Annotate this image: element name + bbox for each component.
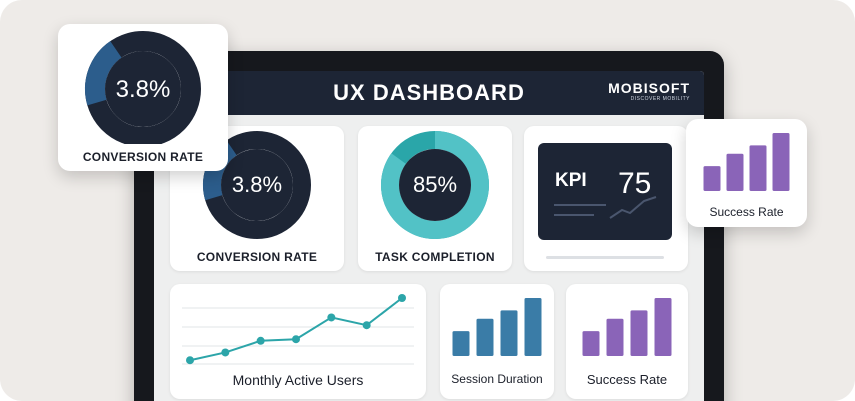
- kpi-decoration: [554, 196, 657, 219]
- task-label: TASK COMPLETION: [375, 250, 495, 264]
- task-center: [399, 149, 471, 221]
- mau-point-2: [221, 348, 230, 357]
- success-bar-4: [654, 298, 672, 356]
- session-bar-3: [500, 310, 518, 356]
- success-title: Success Rate: [586, 372, 668, 387]
- task-value: 85%: [412, 172, 458, 197]
- monthly-active-users-card[interactable]: Monthly Active Users: [170, 284, 426, 399]
- session-bar-1: [452, 331, 470, 356]
- floating-conversion-label: CONVERSION RATE: [82, 150, 204, 164]
- success-bar-chart: [582, 298, 672, 356]
- task-donut: [381, 131, 489, 239]
- conversion-value: 3.8%: [231, 172, 283, 197]
- floating-conversion-center: [105, 51, 181, 127]
- mau-point-3: [256, 336, 265, 345]
- mau-point-6: [362, 321, 371, 330]
- floating-success-title: Success Rate: [709, 205, 784, 219]
- brand-name: MOBISOFT: [608, 80, 690, 96]
- success-bar-3: [630, 310, 648, 356]
- dashboard-screen: UX DASHBOARD MOBISOFT DISCOVER MOBILITY …: [154, 71, 704, 401]
- floating-success-bar-chart: [703, 133, 790, 191]
- mau-point-4: [292, 335, 300, 344]
- mau-line-chart: [182, 294, 414, 365]
- session-bar-2: [476, 318, 494, 356]
- task-arc: [381, 131, 489, 239]
- brand-tagline: DISCOVER MOBILITY: [630, 96, 690, 102]
- floating-success-bar-1: [703, 166, 721, 191]
- kpi-label: KPI: [555, 170, 587, 191]
- kpi-value: 75: [618, 167, 652, 200]
- session-title: Session Duration: [451, 372, 543, 386]
- mau-point-7: [398, 294, 406, 302]
- session-duration-card[interactable]: Session Duration: [440, 284, 554, 399]
- task-completion-card[interactable]: 85% TASK COMPLETION: [358, 126, 512, 271]
- floating-success-bar-2: [726, 153, 744, 191]
- mau-title: Monthly Active Users: [232, 372, 364, 388]
- floating-success-card[interactable]: Success Rate: [686, 119, 807, 227]
- mau-point-5: [327, 313, 336, 322]
- dashboard-title: UX DASHBOARD: [333, 80, 525, 105]
- conversion-label: CONVERSION RATE: [196, 250, 318, 264]
- floating-conversion-card[interactable]: 3.8% CONVERSION RATE: [58, 24, 228, 171]
- success-bar-1: [582, 331, 600, 356]
- kpi-card[interactable]: KPI 75: [524, 126, 688, 271]
- floating-conversion-value: 3.8%: [115, 76, 171, 103]
- success-bar-2: [606, 318, 624, 356]
- floating-success-bar-4: [772, 133, 790, 191]
- kpi-panel: KPI 75: [538, 143, 672, 240]
- kpi-sparkline-icon: [609, 196, 657, 219]
- floating-conversion-donut: [85, 31, 201, 144]
- mau-point-1: [186, 356, 194, 365]
- session-bar-chart: [452, 298, 542, 356]
- floating-success-bar-3: [749, 145, 767, 191]
- dashboard-header: UX DASHBOARD MOBISOFT DISCOVER MOBILITY: [154, 71, 704, 115]
- conversion-center: [221, 149, 293, 221]
- floating-conversion-arc: [85, 41, 122, 106]
- session-bar-4: [524, 298, 542, 356]
- success-rate-card[interactable]: Success Rate: [566, 284, 688, 399]
- kpi-divider: [546, 256, 664, 259]
- brand-logo: MOBISOFT DISCOVER MOBILITY: [608, 80, 690, 102]
